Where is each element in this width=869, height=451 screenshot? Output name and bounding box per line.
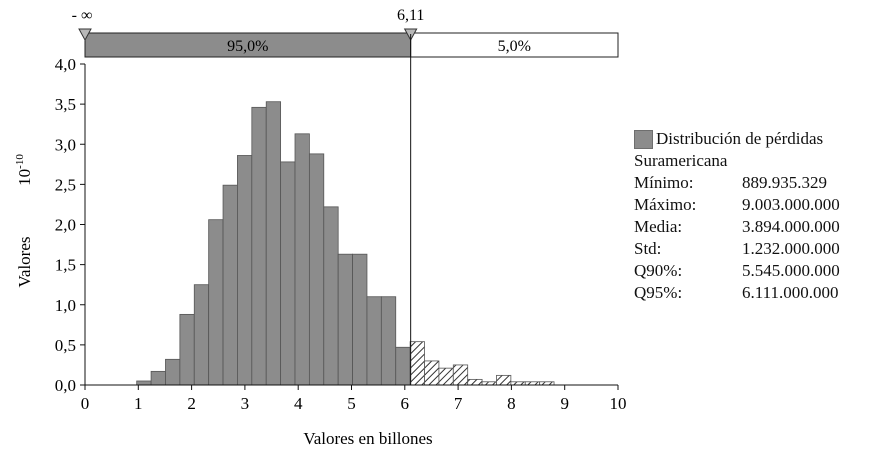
legend-stat-value: 9.003.000.000 — [742, 195, 840, 214]
axes: 0,0 0,5 1,0 1,5 2,0 2,5 3,0 3,5 4,0 0 1 2 3 4 5 6 7 8 9 10 — [55, 55, 627, 413]
histogram-bar — [337, 253, 353, 386]
histogram-bar — [179, 313, 195, 386]
legend-stat-value: 1.232.000.000 — [742, 239, 840, 258]
legend-stat-row: Std: 1.232.000.000 — [634, 238, 866, 260]
x-tick-label: 3 — [241, 394, 250, 413]
y-axis-label: Valores — [15, 237, 34, 288]
legend-series-name: Distribución de pérdidas — [656, 129, 824, 148]
legend-stat-label: Máximo: — [634, 195, 697, 214]
legend-stats: Mínimo: 889.935.329 Máximo: 9.003.000.000 Me… — [634, 172, 866, 304]
histogram-bar — [193, 284, 210, 386]
y-tick-label: 1,5 — [55, 256, 76, 275]
histogram-bar — [395, 346, 411, 386]
histogram-bar-tail — [467, 378, 483, 386]
legend-stat-row: Mínimo: 889.935.329 — [634, 172, 866, 194]
histogram-bar-tail — [452, 364, 469, 386]
x-axis-label: Valores en billones — [303, 429, 432, 448]
histogram-bar — [165, 358, 181, 386]
legend-series: Distribución de pérdidas — [634, 128, 866, 150]
x-tick-label: 6 — [401, 394, 410, 413]
histogram-bar — [136, 380, 152, 386]
legend-stat-label: Mínimo: — [634, 173, 694, 192]
y-tick-label: 0,5 — [55, 336, 76, 355]
histogram-bar — [308, 153, 325, 386]
x-tick-label: 10 — [610, 394, 627, 413]
percentile-band: 95,0% 5,0% - ∞ 6,11 — [72, 7, 619, 58]
histogram-bar-tail — [424, 360, 440, 386]
legend-stat-label: Std: — [634, 239, 662, 258]
histogram-bar — [323, 206, 339, 386]
band-left-percent: 95,0% — [227, 38, 268, 55]
histogram-bars — [136, 101, 555, 386]
y-tick-label: 2,0 — [55, 216, 76, 235]
legend-stat-value: 3.894.000.000 — [742, 217, 840, 236]
legend: Distribución de pérdidas Suramericana Mí… — [634, 128, 866, 304]
x-tick-label: 2 — [187, 394, 196, 413]
histogram-bar — [294, 133, 310, 386]
legend-stat-row: Q95%: 6.111.000.000 — [634, 282, 866, 304]
x-tick-label: 9 — [560, 394, 569, 413]
histogram-bar — [150, 370, 166, 386]
y-tick-label: 3,0 — [55, 135, 76, 154]
legend-stat-row: Máximo: 9.003.000.000 — [634, 194, 866, 216]
x-tick-label: 7 — [454, 394, 463, 413]
histogram-bar — [380, 296, 397, 386]
x-tick-label: 8 — [507, 394, 516, 413]
right-marker-label: 6,11 — [397, 7, 424, 24]
legend-stat-value: 5.545.000.000 — [742, 261, 840, 280]
legend-stat-label: Q95%: — [634, 283, 683, 302]
x-tick-label: 4 — [294, 394, 303, 413]
left-slider-marker[interactable] — [78, 28, 92, 42]
left-marker-label: - ∞ — [72, 7, 93, 24]
histogram-bar-tail — [496, 374, 512, 386]
histogram-bar — [352, 253, 368, 386]
histogram-bar — [366, 296, 382, 386]
histogram-bar — [265, 101, 282, 386]
histogram-bar — [208, 219, 224, 386]
x-tick-label: 0 — [81, 394, 90, 413]
y-axis-multiplier: 10-10 — [14, 154, 34, 186]
y-tick-label: 3,5 — [55, 95, 76, 114]
band-right-region — [410, 32, 619, 58]
legend-stat-label: Media: — [634, 217, 683, 236]
y-tick-label: 1,0 — [55, 296, 76, 315]
legend-stat-value: 889.935.329 — [742, 173, 827, 192]
histogram-bar — [251, 106, 267, 386]
band-left-region — [84, 32, 412, 58]
x-tick-label: 1 — [134, 394, 143, 413]
y-tick-label: 4,0 — [55, 55, 76, 74]
x-tick-label: 5 — [347, 394, 356, 413]
legend-series-name-line2: Suramericana — [634, 151, 728, 170]
legend-stat-label: Q90%: — [634, 261, 683, 280]
legend-swatch — [634, 130, 653, 149]
histogram-bar — [237, 155, 253, 386]
histogram-bar-tail — [438, 367, 454, 386]
legend-stat-row: Media: 3.894.000.000 — [634, 216, 866, 238]
histogram-bar — [280, 161, 296, 386]
legend-stat-value: 6.111.000.000 — [742, 283, 839, 302]
y-tick-label: 0,0 — [55, 376, 76, 395]
histogram-bar-tail — [409, 341, 425, 386]
legend-stat-row: Q90%: 5.545.000.000 — [634, 260, 866, 282]
histogram-bar — [222, 184, 238, 386]
y-tick-label: 2,5 — [55, 175, 76, 194]
band-right-percent: 5,0% — [498, 38, 531, 55]
